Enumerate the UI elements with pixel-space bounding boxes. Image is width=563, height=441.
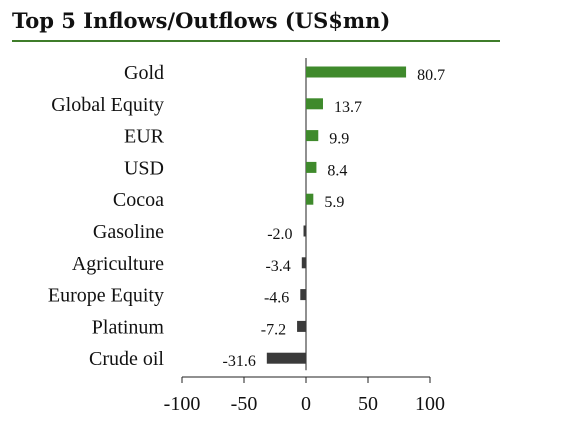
category-label: Global Equity (51, 94, 164, 116)
bar (297, 320, 306, 332)
category-label: EUR (124, 126, 165, 148)
category-label: Gold (124, 62, 164, 84)
data-label: -2.0 (267, 226, 292, 243)
data-label: 13.7 (334, 99, 362, 116)
data-label: -4.6 (264, 290, 289, 307)
bar (306, 98, 323, 110)
category-label: Platinum (92, 316, 165, 338)
bar (266, 352, 306, 364)
x-tick-label: 0 (301, 393, 311, 415)
bar (306, 161, 317, 173)
x-tick-labels: -100 -50 0 50 100 (164, 393, 445, 415)
chart-bars (266, 66, 407, 364)
category-labels: Gold Global Equity EUR USD Cocoa Gasoline Agri… (48, 62, 165, 370)
chart-title: Top 5 Inflows/Outflows (US$mn) (12, 8, 391, 33)
x-tick-label: 50 (358, 393, 378, 415)
category-label: Gasoline (93, 221, 164, 243)
data-label: -31.6 (222, 353, 255, 370)
bar (303, 225, 306, 237)
x-tick-label: -100 (164, 393, 201, 415)
data-label: 80.7 (417, 67, 445, 84)
bar (306, 130, 319, 142)
chart-axes (181, 58, 431, 383)
category-label: Cocoa (113, 189, 164, 211)
bar (306, 193, 314, 205)
x-tick-label: 100 (415, 393, 445, 415)
data-label: -7.2 (261, 321, 286, 338)
title-rule (12, 40, 500, 42)
bar (300, 289, 306, 301)
category-label: Europe Equity (48, 285, 164, 307)
bar (306, 66, 407, 78)
data-label: -3.4 (265, 258, 290, 275)
category-label: Crude oil (89, 348, 164, 370)
category-label: USD (124, 157, 164, 179)
category-label: Agriculture (72, 253, 164, 275)
data-label: 9.9 (329, 131, 349, 148)
data-label: 5.9 (324, 194, 344, 211)
value-labels: 80.7 13.7 9.9 8.4 5.9 -2.0 -3.4 -4.6 -7.2 -31.6 (222, 67, 445, 370)
data-label: 8.4 (327, 162, 347, 179)
bar (301, 257, 306, 269)
x-tick-label: -50 (231, 393, 258, 415)
